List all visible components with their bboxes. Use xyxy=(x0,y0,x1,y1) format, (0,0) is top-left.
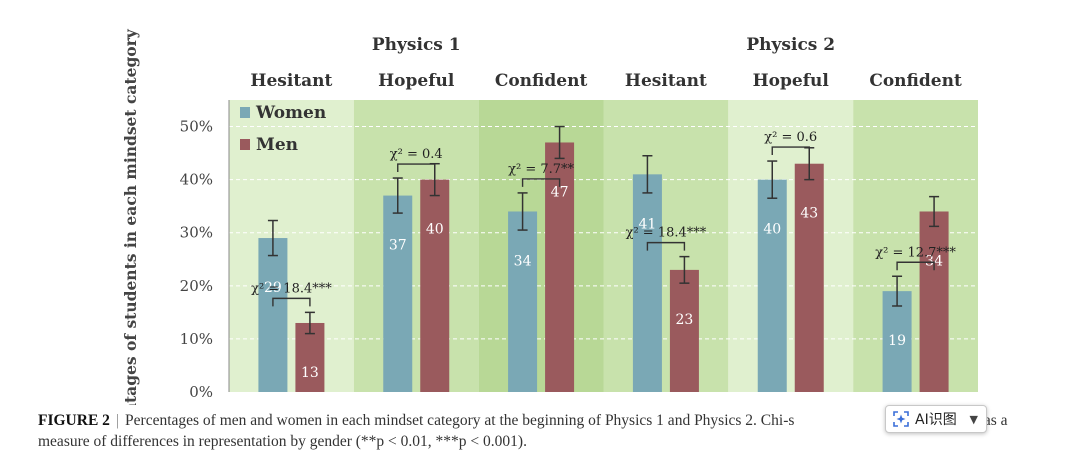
category-background xyxy=(728,100,854,392)
category-headers: Hesitant Hopeful Confident Hesitant Hopeful C… xyxy=(250,35,962,91)
y-axis: 0% 10% 20% 30% 40% 50% Percentages of students… xyxy=(121,28,230,405)
bar-women xyxy=(882,291,912,392)
significance-bracket xyxy=(896,261,935,271)
category-label: Confident xyxy=(869,71,962,91)
legend-label: Women xyxy=(255,103,326,123)
significance-bracket xyxy=(397,163,436,173)
ai-image-recognition-button[interactable]: AI识图 ▼ xyxy=(885,405,987,433)
sparkle-scan-icon xyxy=(892,410,910,428)
y-axis-label: Percentages of students in each mindset … xyxy=(121,28,140,405)
bar-value-label: 41 xyxy=(639,216,657,232)
bar-value-label: 47 xyxy=(551,184,569,200)
bars: 29 13 37 40 34 47 41 23 40 43 19 34 xyxy=(258,125,949,392)
legend-swatch xyxy=(240,139,250,150)
significance-bracket xyxy=(771,146,810,156)
y-tick-label: 0% xyxy=(189,383,213,401)
category-background xyxy=(353,100,479,392)
bar-value-label: 34 xyxy=(925,253,943,269)
caption-text: Percentages of men and women in each min… xyxy=(125,412,795,429)
category-label: Hesitant xyxy=(250,71,332,91)
chevron-down-icon[interactable]: ▼ xyxy=(969,412,978,426)
category-backgrounds xyxy=(229,100,978,392)
bar-value-label: 40 xyxy=(426,222,444,238)
significance-bracket xyxy=(521,178,561,187)
chi-square-label: χ² = 0.6 xyxy=(764,130,817,145)
legend: Women Men xyxy=(240,103,326,155)
bar-women xyxy=(632,174,662,392)
chi-square-label: χ² = 7.7** xyxy=(508,162,574,177)
bar-men xyxy=(669,269,699,392)
bar-value-label: 29 xyxy=(264,280,282,296)
legend-label: Men xyxy=(256,135,298,155)
category-label: Hopeful xyxy=(753,71,830,91)
bar-men xyxy=(295,322,325,392)
category-label: Hopeful xyxy=(378,71,455,91)
significance-brackets: χ² = 18.4*** χ² = 0.4 χ² = 7.7** χ² = 18.4*… xyxy=(251,130,956,307)
chi-square-label: χ² = 12.7*** xyxy=(875,245,956,260)
significance-bracket xyxy=(272,297,311,307)
y-tick-label: 10% xyxy=(180,330,213,348)
bar-value-label: 13 xyxy=(301,365,319,381)
group-label: Physics 1 xyxy=(372,35,461,55)
legend-swatch xyxy=(240,107,250,118)
bar-value-label: 37 xyxy=(389,238,407,254)
category-background xyxy=(478,100,604,392)
bar-women xyxy=(757,179,787,392)
grid xyxy=(229,126,978,340)
group-label: Physics 2 xyxy=(746,35,835,55)
ai-button-label: AI识图 xyxy=(915,412,957,428)
bar-men xyxy=(420,179,450,392)
category-label: Hesitant xyxy=(625,71,707,91)
bar-men xyxy=(794,163,824,392)
bar-value-label: 34 xyxy=(514,253,532,269)
bar-women xyxy=(383,195,413,392)
y-tick-label: 40% xyxy=(180,171,213,189)
bar-value-label: 23 xyxy=(676,312,694,328)
bar-value-label: 19 xyxy=(888,333,906,349)
bar-value-label: 40 xyxy=(763,222,781,238)
bar-value-label: 43 xyxy=(800,206,818,222)
chi-square-label: χ² = 18.4*** xyxy=(251,281,332,296)
category-background xyxy=(853,100,978,392)
y-tick-label: 50% xyxy=(180,118,213,136)
bar-women xyxy=(508,211,538,392)
chi-square-label: χ² = 0.4 xyxy=(390,147,443,162)
significance-bracket xyxy=(646,241,686,251)
figure-label: FIGURE 2 xyxy=(38,412,110,429)
bar-women xyxy=(258,238,288,392)
caption-separator: | xyxy=(115,412,120,429)
y-tick-label: 20% xyxy=(180,277,213,295)
chi-square-label: χ² = 18.4*** xyxy=(626,226,707,241)
bar-men xyxy=(919,211,949,392)
category-background xyxy=(603,100,729,392)
category-label: Confident xyxy=(495,71,588,91)
y-tick-label: 30% xyxy=(180,224,213,242)
